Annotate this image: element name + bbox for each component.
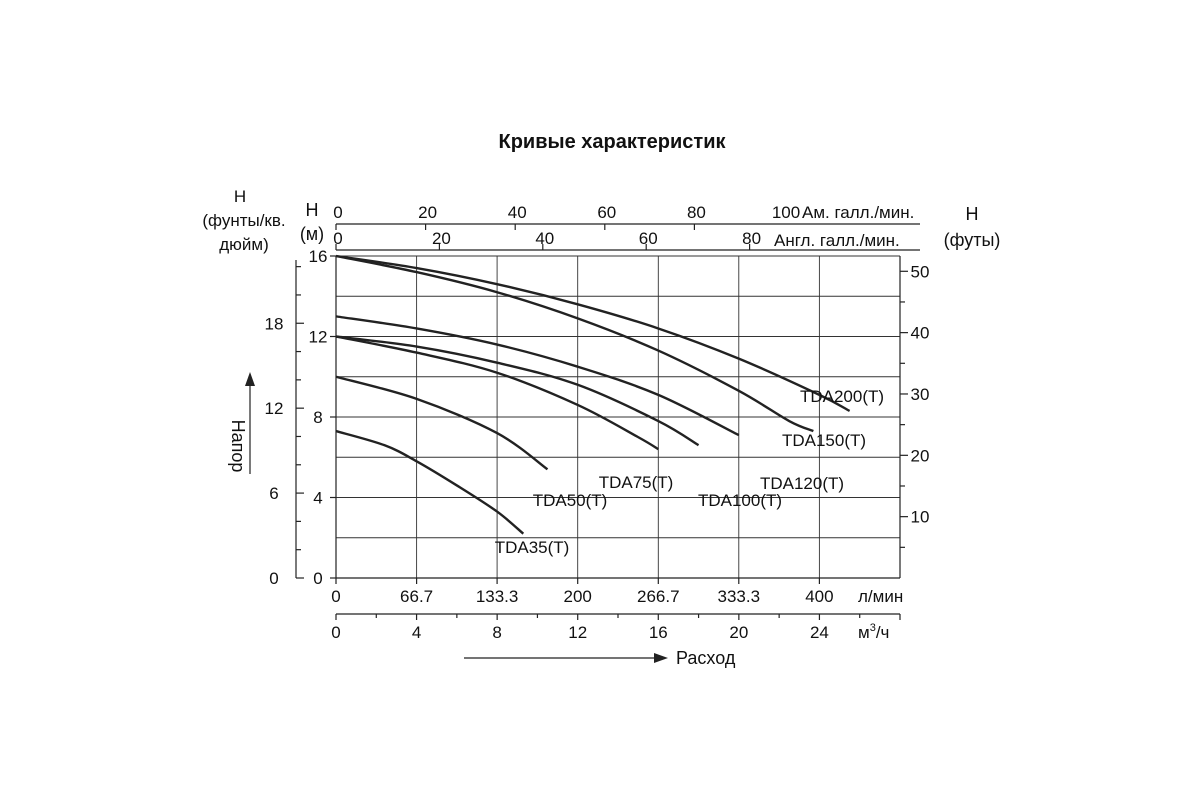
bottom-axis-1-tick-label: 333.3 [718, 587, 761, 606]
series-line-TDA75(T) [335, 335, 659, 451]
bottom-axis-1-label: л/мин [858, 587, 903, 606]
top-axis-1-label: Ам. галл./мин. [802, 203, 914, 222]
psi-axis-tick-label: 0 [269, 569, 278, 588]
top-axis-2-tick-label: 0 [333, 229, 342, 248]
top-axis-1-tick-label: 40 [508, 203, 527, 222]
psi-axis-label-unit-2: дюйм) [219, 235, 269, 254]
right-axis-tick-label: 20 [911, 446, 930, 465]
bottom-axis-1-tick-label: 400 [805, 587, 833, 606]
right-axis-tick-label: 40 [911, 324, 930, 343]
series-line-TDA150(T) [335, 254, 814, 433]
left-axis-tick-label: 12 [309, 328, 328, 347]
bottom-axis-1-tick-label: 0 [331, 587, 340, 606]
bottom-axis-2-tick-label: 4 [412, 623, 421, 642]
head-arrow-head [245, 372, 255, 386]
right-axis-label: Н [966, 204, 979, 224]
curves [335, 254, 851, 535]
left-axis-label-unit: (м) [300, 224, 324, 244]
left-axis-tick-label: 4 [313, 489, 322, 508]
bottom-axis-2-label: м3/ч [858, 622, 889, 642]
psi-axis-tick-label: 12 [265, 399, 284, 418]
chart-title: Кривые характеристик [498, 131, 726, 153]
series-label: TDA35(T) [495, 538, 570, 557]
head-side-label: Напор [228, 420, 248, 473]
series-line-TDA100(T) [335, 335, 700, 447]
series-line-TDA200(T) [335, 254, 851, 413]
top-axis-1-tick-label: 0 [333, 203, 342, 222]
series-label: TDA120(T) [760, 474, 844, 493]
top-axis-1-tick-label: 80 [687, 203, 706, 222]
series-label: TDA150(T) [782, 431, 866, 450]
bottom-axis-2-tick-label: 8 [492, 623, 501, 642]
top-axis-1-tick-label: 60 [597, 203, 616, 222]
series-label: TDA100(T) [698, 491, 782, 510]
flow-arrow-head [654, 653, 668, 663]
psi-axis-label: Н [234, 187, 246, 206]
axes [245, 223, 920, 663]
left-axis-label: Н [306, 200, 319, 220]
right-axis-tick-label: 50 [911, 262, 930, 281]
top-axis-1-tick-label: 100 [772, 203, 800, 222]
labels: 0 4 8 12 16 Н (м) 0 6 12 18 Н (фунты/кв. дюйм) Напор 10… [202, 187, 1000, 668]
bottom-axis-2-tick-label: 24 [810, 623, 829, 642]
bottom-axis-2-tick-label: 12 [568, 623, 587, 642]
top-axis-2-tick-label: 20 [432, 229, 451, 248]
bottom-axis-2-tick-label: 16 [649, 623, 668, 642]
series-line-TDA35(T) [335, 429, 525, 535]
right-axis-tick-label: 10 [911, 508, 930, 527]
series-label: TDA75(T) [599, 473, 674, 492]
top-axis-2-tick-label: 60 [639, 229, 658, 248]
psi-axis-label-unit: (фунты/кв. [202, 211, 285, 230]
series-line-TDA120(T) [335, 315, 740, 437]
bottom-axis-2-tick-label: 0 [331, 623, 340, 642]
right-axis-label-unit: (футы) [944, 230, 1001, 250]
bottom-axis-2-tick-label: 20 [729, 623, 748, 642]
bottom-axis-1-tick-label: 66.7 [400, 587, 433, 606]
series-label: TDA50(T) [533, 491, 608, 510]
top-axis-2-tick-label: 40 [535, 229, 554, 248]
left-axis-tick-label: 16 [309, 247, 328, 266]
top-axis-2-tick-label: 80 [742, 229, 761, 248]
grid-lines [336, 255, 901, 579]
flow-label: Расход [676, 648, 736, 668]
top-axis-1-tick-label: 20 [418, 203, 437, 222]
left-axis-tick-label: 8 [313, 408, 322, 427]
bottom-axis-1-tick-label: 266.7 [637, 587, 680, 606]
right-axis-tick-label: 30 [911, 385, 930, 404]
psi-axis-tick-label: 6 [269, 484, 278, 503]
bottom-axis-1-tick-label: 200 [564, 587, 592, 606]
bottom-axis-1-tick-label: 133.3 [476, 587, 519, 606]
top-axis-2-label: Англ. галл./мин. [774, 231, 900, 250]
series-label: TDA200(T) [800, 387, 884, 406]
psi-axis-tick-label: 18 [265, 314, 284, 333]
left-axis-tick-label: 0 [313, 569, 322, 588]
series-line-TDA50(T) [335, 375, 549, 471]
